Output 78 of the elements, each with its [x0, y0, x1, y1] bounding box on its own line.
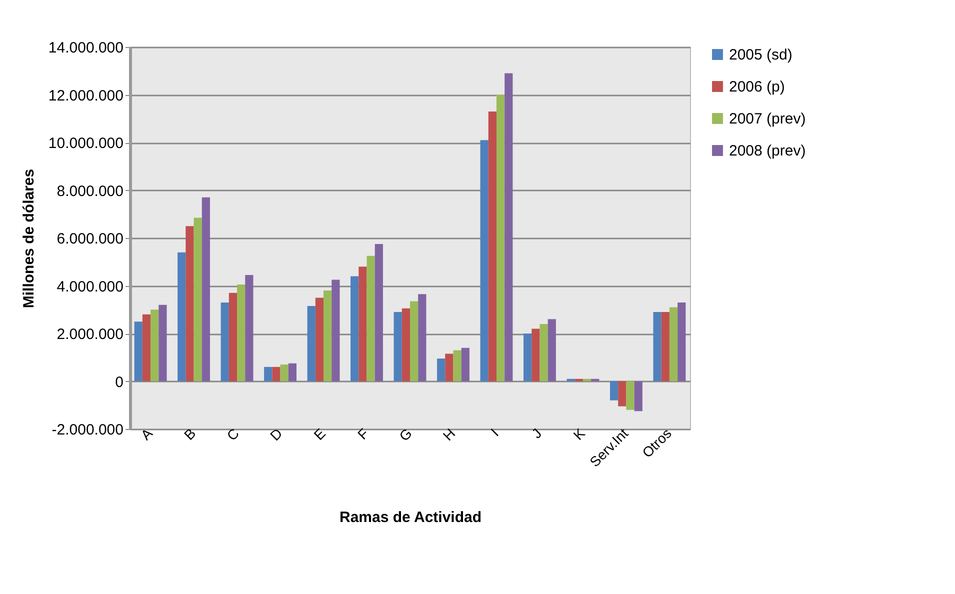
bar	[437, 358, 446, 382]
legend-label: 2008 (prev)	[729, 142, 806, 160]
bar	[618, 381, 626, 406]
bar	[453, 350, 462, 382]
bar	[634, 381, 642, 412]
y-tick-label: 10.000.000	[48, 135, 124, 152]
bar	[332, 280, 340, 382]
bar	[220, 302, 229, 382]
y-tick-label: 12.000.000	[48, 87, 124, 104]
x-tick-label: I	[487, 425, 502, 440]
bar	[496, 94, 505, 382]
bar	[228, 292, 238, 382]
bar	[374, 244, 383, 382]
bar	[394, 312, 402, 382]
bar	[202, 197, 210, 382]
x-tick-label: C	[224, 425, 242, 444]
bar	[574, 378, 583, 382]
bar	[626, 381, 634, 410]
x-tick-label: H	[440, 425, 458, 444]
bar	[418, 294, 426, 382]
bar	[410, 301, 418, 382]
bar	[402, 308, 410, 382]
bar	[480, 140, 488, 382]
x-tick-label: F	[354, 425, 372, 443]
bar	[280, 364, 288, 382]
y-tick-label: 0	[115, 374, 124, 391]
bar	[324, 290, 332, 382]
bar	[661, 312, 670, 382]
bar	[237, 284, 246, 382]
x-tick-label: E	[310, 425, 328, 444]
x-tick-label: B	[180, 425, 199, 444]
bar	[315, 298, 324, 382]
bar	[272, 366, 280, 382]
bar	[366, 256, 375, 382]
bar	[142, 314, 151, 382]
bar	[678, 302, 686, 382]
bar	[653, 312, 662, 382]
bar	[488, 111, 496, 382]
y-tick-label: -2.000.000	[52, 422, 124, 438]
bar	[582, 378, 592, 382]
bar	[178, 252, 186, 382]
bar	[186, 226, 194, 382]
bar	[350, 276, 359, 382]
bar	[461, 348, 470, 382]
x-tick-label: D	[266, 425, 286, 444]
y-tick-label: 8.000.000	[56, 182, 124, 200]
x-axis-title: Ramas de Actividad	[340, 508, 482, 526]
bar	[245, 275, 254, 382]
bar	[288, 363, 296, 382]
bar	[307, 306, 316, 382]
legend-label: 2006 (p)	[729, 78, 785, 96]
bar	[548, 319, 556, 382]
bar	[591, 378, 600, 382]
bar	[264, 366, 272, 382]
bar	[150, 310, 159, 382]
legend-label: 2007 (prev)	[729, 110, 806, 128]
x-tick-label: J	[528, 425, 545, 442]
x-tick-label: K	[570, 424, 588, 444]
bar	[358, 266, 367, 382]
y-tick-label: 4.000.000	[56, 278, 124, 296]
bar	[134, 322, 142, 382]
bar	[524, 334, 532, 382]
y-axis-title: Millones de dólares	[20, 168, 38, 308]
x-tick-label: G	[396, 425, 415, 444]
legend-label: 2005 (sd)	[729, 46, 792, 64]
bar	[158, 304, 167, 382]
bar	[532, 328, 540, 382]
y-tick-label: 14.000.000	[48, 40, 124, 56]
bar	[445, 354, 454, 382]
bar	[540, 324, 548, 382]
y-tick-label: 2.000.000	[56, 326, 124, 343]
bar	[504, 73, 513, 382]
bar	[610, 381, 618, 400]
bar	[566, 378, 575, 382]
y-tick-label: 6.000.000	[56, 230, 124, 248]
bar	[194, 218, 202, 382]
x-tick-label: A	[138, 424, 156, 444]
bar	[669, 307, 678, 382]
